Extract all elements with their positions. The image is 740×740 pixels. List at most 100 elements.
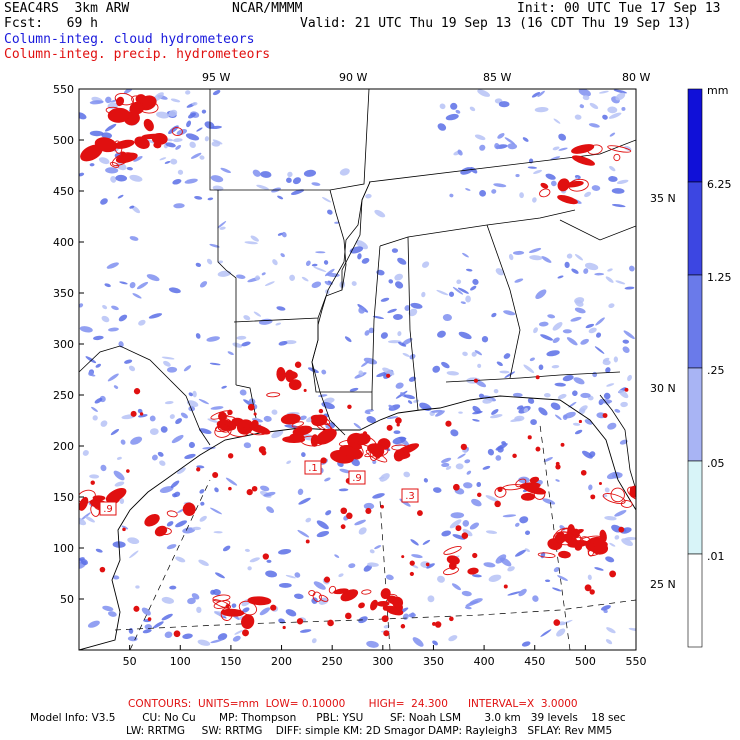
cloud-cell bbox=[504, 371, 516, 378]
cloud-cell bbox=[558, 147, 568, 151]
precip-contour bbox=[280, 413, 301, 425]
cloud-cell bbox=[163, 360, 171, 367]
cloud-cell bbox=[293, 593, 304, 600]
colorbar: mm 6.25 1.25 .25 .05 .01 bbox=[687, 84, 732, 648]
cloud-cell bbox=[515, 522, 520, 527]
lon-label: 85 W bbox=[483, 71, 511, 84]
cloud-cell bbox=[351, 458, 360, 467]
cloud-cell bbox=[609, 542, 616, 547]
cloud-cell bbox=[260, 171, 272, 178]
cloud-cell bbox=[572, 422, 581, 426]
cloud-cell bbox=[441, 361, 450, 369]
cloud-cell bbox=[301, 276, 309, 282]
cloud-cell bbox=[532, 197, 537, 203]
cloud-cell bbox=[512, 250, 525, 255]
cloud-cell bbox=[311, 263, 318, 267]
svg-text:.3: .3 bbox=[405, 491, 415, 502]
cloud-cell bbox=[135, 585, 140, 589]
precip-cell bbox=[126, 469, 130, 473]
cloud-cell bbox=[546, 350, 560, 357]
precip-cell bbox=[380, 504, 385, 509]
precip-contour bbox=[227, 425, 249, 437]
cloud-cell bbox=[363, 564, 372, 572]
cloud-cell bbox=[212, 139, 223, 145]
cloud-cell bbox=[614, 535, 620, 540]
precip-contour bbox=[109, 161, 120, 168]
precip-contour bbox=[393, 449, 405, 462]
cloud-cell bbox=[618, 389, 629, 399]
cloud-cell bbox=[110, 428, 120, 436]
precip-contour bbox=[79, 489, 96, 504]
cloud-cell bbox=[519, 516, 529, 524]
cloud-cell bbox=[198, 559, 209, 567]
cloud-cell bbox=[187, 597, 196, 605]
cloud-cell bbox=[243, 442, 252, 449]
cloud-cell bbox=[173, 491, 181, 497]
cloud-cell bbox=[504, 137, 516, 145]
precip-contour bbox=[247, 596, 272, 606]
cloud-cell bbox=[338, 488, 349, 492]
cloud-cell bbox=[366, 640, 379, 648]
cloud-cell bbox=[210, 406, 224, 410]
cloud-cell bbox=[275, 322, 282, 326]
precip-contour bbox=[629, 485, 636, 494]
cloud-cell bbox=[217, 633, 228, 641]
cloud-cell bbox=[338, 573, 344, 578]
cloud-cell bbox=[280, 253, 285, 258]
cloud-cell bbox=[464, 459, 471, 464]
cloud-cell bbox=[456, 279, 462, 285]
cloud-cell bbox=[169, 585, 177, 590]
precip-cell bbox=[512, 453, 517, 459]
precip-cell bbox=[527, 435, 532, 440]
cloud-cell bbox=[489, 414, 503, 419]
precip-cell bbox=[589, 589, 595, 595]
cloud-cell bbox=[127, 537, 140, 545]
cloud-cell bbox=[100, 464, 107, 472]
cloud-cell bbox=[271, 409, 278, 415]
cloud-cell bbox=[507, 566, 515, 572]
precip-cell bbox=[472, 552, 478, 559]
cloud-cell bbox=[297, 488, 304, 496]
cloud-cell bbox=[195, 262, 202, 267]
cloud-cell bbox=[391, 248, 399, 253]
cloud-cell bbox=[142, 629, 152, 634]
cloud-cell bbox=[253, 311, 262, 317]
plot-area bbox=[79, 89, 636, 650]
cloud-cell bbox=[404, 394, 416, 400]
cloud-cell bbox=[210, 507, 222, 515]
cloud-cell bbox=[607, 422, 617, 430]
precip-cell bbox=[445, 420, 452, 427]
cloud-cell bbox=[207, 418, 219, 423]
cloud-cell bbox=[243, 315, 251, 321]
cloud-cell bbox=[374, 209, 386, 218]
cloud-cell bbox=[196, 127, 203, 132]
cloud-cell bbox=[95, 548, 103, 553]
cloud-cell bbox=[102, 605, 114, 612]
cloud-cell bbox=[259, 607, 271, 616]
precip-contour bbox=[571, 155, 595, 166]
lon-label: 90 W bbox=[339, 71, 367, 84]
cloud-cell bbox=[115, 174, 128, 182]
cloud-cell bbox=[523, 407, 529, 413]
cloud-cell bbox=[585, 323, 595, 329]
cloud-cell bbox=[550, 402, 561, 411]
precip-cell bbox=[251, 485, 258, 492]
cloud-cell bbox=[540, 629, 552, 637]
cloud-cell bbox=[164, 631, 173, 639]
cloud-cell bbox=[192, 390, 197, 398]
precip-contour bbox=[571, 144, 595, 154]
cloud-cell bbox=[562, 329, 572, 334]
forecast-hour: Fcst: 69 h bbox=[4, 16, 98, 31]
precip-contour bbox=[558, 550, 571, 559]
cloud-cell bbox=[465, 188, 471, 191]
cloud-cell bbox=[503, 353, 511, 359]
cloud-cell bbox=[244, 241, 258, 245]
cloud-cell bbox=[534, 107, 549, 113]
cloud-cell bbox=[432, 365, 441, 373]
colorbar-segment bbox=[687, 181, 703, 276]
precip-contour bbox=[380, 588, 391, 599]
contour-label: .9 bbox=[348, 470, 366, 485]
cloud-cell bbox=[299, 629, 312, 633]
cloud-cell bbox=[339, 468, 351, 474]
cloud-cell bbox=[247, 566, 252, 571]
